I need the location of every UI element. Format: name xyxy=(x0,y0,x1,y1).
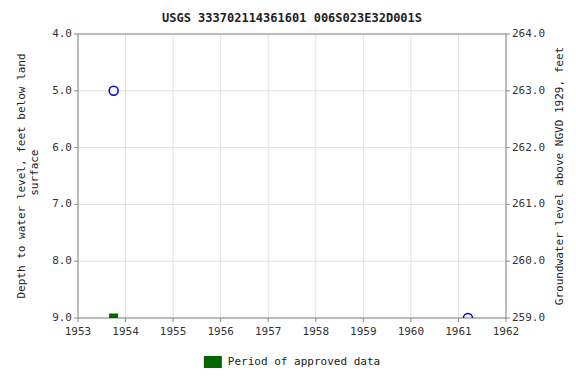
tick-label: 1956 xyxy=(207,325,234,338)
tick-label: 1957 xyxy=(255,325,282,338)
series xyxy=(109,86,472,318)
label-line: surface xyxy=(28,150,41,203)
tick-label: 262.0 xyxy=(512,141,545,154)
tick-label: 1960 xyxy=(398,325,425,338)
grid-line xyxy=(78,147,506,148)
title: USGS 333702114361601 006S023E32D001S xyxy=(162,11,422,25)
tick xyxy=(410,318,411,322)
tick xyxy=(315,318,316,322)
tick-label: 263.0 xyxy=(512,84,545,97)
tick xyxy=(363,318,364,322)
grid-line xyxy=(173,34,174,318)
series xyxy=(110,314,118,318)
tick-label: 1954 xyxy=(112,325,139,338)
tick-label: 5.0 xyxy=(52,84,72,97)
tick-label: 261.0 xyxy=(512,197,545,210)
tick xyxy=(74,261,78,262)
tick xyxy=(506,34,510,35)
tick-label: 259.0 xyxy=(512,311,545,324)
tick xyxy=(506,261,510,262)
tick xyxy=(506,147,510,148)
y-axis-label: Depth to water level, feet below land su… xyxy=(15,53,41,298)
legend-label: Period of approved data xyxy=(228,355,380,368)
tick-label: 7.0 xyxy=(52,197,72,210)
grid xyxy=(78,34,506,318)
grid-line xyxy=(78,90,506,91)
tick-label: 4.0 xyxy=(52,27,72,40)
tick-label: 9.0 xyxy=(52,311,72,324)
grid-line xyxy=(125,34,126,318)
background xyxy=(0,0,576,384)
x-axis: 1953 1954 1955 1956 1957 1958 1959 1960 1961 1962 xyxy=(65,318,520,338)
grid-line xyxy=(78,204,506,205)
tick xyxy=(268,318,269,322)
tick xyxy=(506,318,510,319)
tick xyxy=(74,34,78,35)
tick xyxy=(506,204,510,205)
y-axis: 4.0 5.0 6.0 7.0 8.0 9.0 xyxy=(52,27,78,324)
tick-label: 8.0 xyxy=(52,254,72,267)
grid-line xyxy=(78,261,506,262)
label-line: Depth to water level, feet below land xyxy=(15,53,28,298)
tick xyxy=(506,90,510,91)
tick xyxy=(74,147,78,148)
tick-label: 1959 xyxy=(350,325,377,338)
tick-label: 260.0 xyxy=(512,254,545,267)
grid-line xyxy=(220,34,221,318)
tick xyxy=(173,318,174,322)
tick-label: 1955 xyxy=(160,325,187,338)
marks xyxy=(109,86,472,318)
grid-line xyxy=(458,34,459,318)
tick xyxy=(74,318,78,319)
point xyxy=(110,314,118,318)
point xyxy=(109,86,118,95)
legend: Period of approved data xyxy=(204,355,380,368)
tick-label: 1958 xyxy=(303,325,330,338)
tick xyxy=(125,318,126,322)
tick-label: 1962 xyxy=(493,325,520,338)
grid-line xyxy=(410,34,411,318)
tick xyxy=(506,318,507,322)
grid-line xyxy=(268,34,269,318)
tick xyxy=(220,318,221,322)
tick xyxy=(78,318,79,322)
tick xyxy=(74,204,78,205)
grid-line xyxy=(363,34,364,318)
chart: 1953 1954 1955 1956 1957 1958 1959 1960 1961 1962… xyxy=(0,0,576,384)
grid-line xyxy=(315,34,316,318)
label-line: Groundwater level above NGVD 1929, feet xyxy=(553,47,566,305)
plot-frame xyxy=(78,34,506,318)
tick xyxy=(74,90,78,91)
tick-label: 1961 xyxy=(445,325,472,338)
tick-label: 1953 xyxy=(65,325,92,338)
legend-swatch xyxy=(204,356,222,368)
tick xyxy=(458,318,459,322)
tick-label: 264.0 xyxy=(512,27,545,40)
point xyxy=(463,314,472,319)
tick-label: 6.0 xyxy=(52,141,72,154)
y2-axis: 264.0 263.0 262.0 261.0 260.0 259.0 xyxy=(506,27,545,324)
y2-axis-label: Groundwater level above NGVD 1929, feet xyxy=(553,47,566,305)
